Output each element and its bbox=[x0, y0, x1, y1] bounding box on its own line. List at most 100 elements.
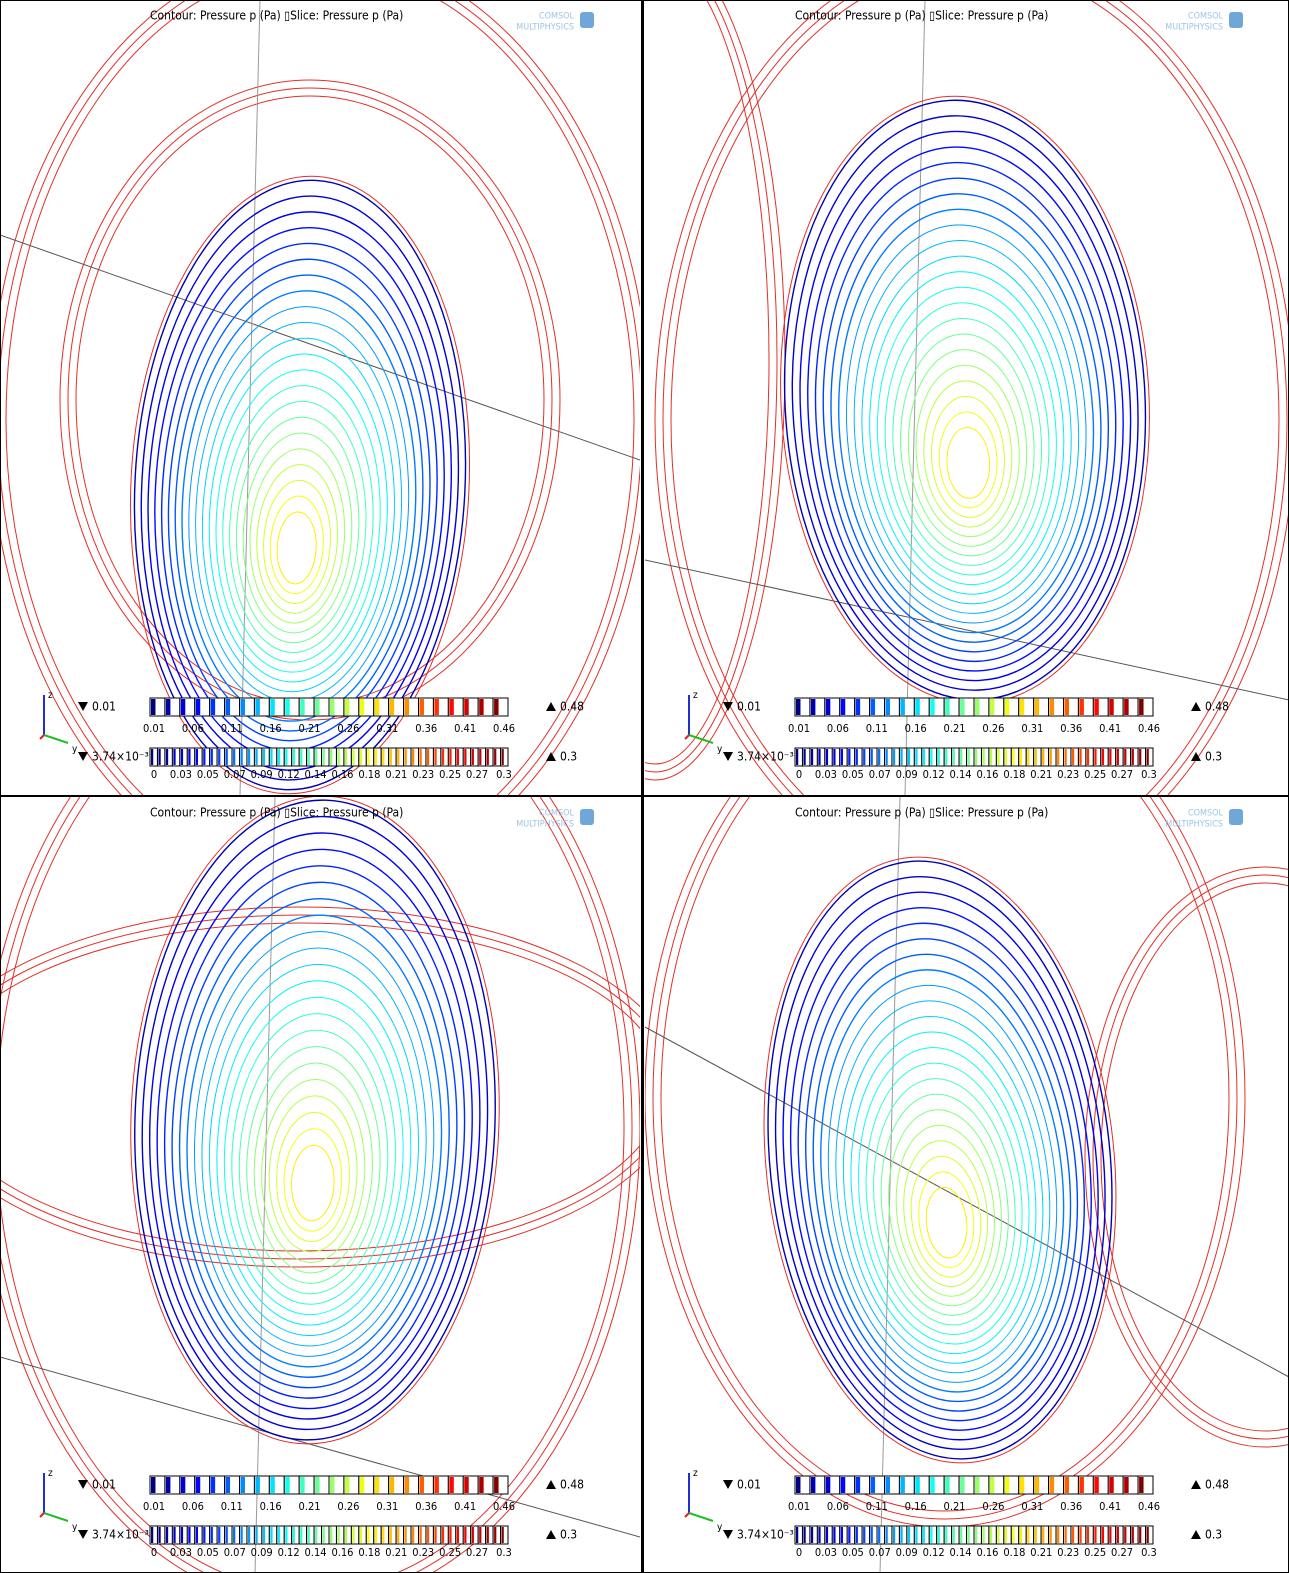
legend-swatch bbox=[375, 1477, 379, 1493]
legend-max: 0.48 bbox=[560, 700, 584, 714]
legend-swatch bbox=[315, 1477, 319, 1493]
legend-swatch bbox=[960, 1477, 964, 1493]
legend-swatch bbox=[255, 749, 257, 765]
triad-label: y bbox=[72, 1522, 78, 1533]
legend-swatch bbox=[796, 1527, 798, 1543]
legend-tick-label: 0.21 bbox=[944, 722, 966, 735]
legend-swatch bbox=[930, 1477, 934, 1493]
legend-swatch bbox=[1050, 749, 1052, 765]
legend-tick-label: 0.16 bbox=[905, 1500, 927, 1513]
legend-swatch bbox=[442, 749, 444, 765]
legend-swatch bbox=[841, 699, 845, 715]
legend-tick-label: 0.07 bbox=[224, 1546, 246, 1559]
legend-swatch bbox=[826, 749, 828, 765]
legend-swatch bbox=[803, 1527, 805, 1543]
legend-swatch bbox=[975, 1527, 977, 1543]
legend-tick-label: 0 bbox=[151, 1546, 157, 1559]
legend-swatch bbox=[990, 1527, 992, 1543]
legend-swatch bbox=[1094, 699, 1098, 715]
legend-swatch bbox=[1139, 1477, 1143, 1493]
legend-swatch bbox=[960, 699, 964, 715]
legend-swatch bbox=[900, 749, 902, 765]
legend-swatch bbox=[487, 749, 489, 765]
legend-tick-label: 0.14 bbox=[305, 1546, 327, 1559]
legend-swatch bbox=[990, 699, 994, 715]
legend-swatch bbox=[330, 1477, 334, 1493]
legend-swatch bbox=[233, 1527, 235, 1543]
legend-swatch bbox=[1020, 749, 1022, 765]
legend-tick-label: 0.27 bbox=[1111, 1546, 1133, 1559]
legend-swatch bbox=[203, 749, 205, 765]
legend-tick-label: 0.18 bbox=[1003, 768, 1025, 781]
legend-swatch bbox=[464, 1477, 468, 1493]
legend-swatch bbox=[502, 1527, 504, 1543]
legend-tick-label: 0.27 bbox=[466, 768, 488, 781]
legend-swatch bbox=[390, 699, 394, 715]
legend-min: 0.01 bbox=[92, 1478, 116, 1492]
legend-swatch bbox=[255, 1527, 257, 1543]
legend-swatch bbox=[826, 1477, 830, 1493]
legend-tick-label: 0.05 bbox=[842, 768, 864, 781]
legend-tick-label: 0.26 bbox=[982, 722, 1004, 735]
legend-tick-label: 0.27 bbox=[1111, 768, 1133, 781]
legend-swatch bbox=[285, 1477, 289, 1493]
legend-swatch bbox=[397, 1527, 399, 1543]
legend-swatch bbox=[1094, 1527, 1096, 1543]
legend-swatch bbox=[1079, 749, 1081, 765]
legend-min: 3.74×10⁻³ bbox=[737, 750, 794, 764]
legend-tick-label: 0.06 bbox=[827, 722, 849, 735]
legend-swatch bbox=[479, 699, 483, 715]
logo: COMSOL bbox=[1188, 12, 1224, 22]
legend-tick-label: 0.12 bbox=[923, 1546, 945, 1559]
legend-swatch bbox=[968, 749, 970, 765]
legend-swatch bbox=[255, 699, 259, 715]
legend-swatch bbox=[449, 1527, 451, 1543]
legend-tick-label: 0.31 bbox=[376, 1500, 398, 1513]
legend-swatch bbox=[390, 1477, 394, 1493]
legend-tick-label: 0.07 bbox=[869, 1546, 891, 1559]
triad-label: z bbox=[693, 1468, 698, 1479]
legend-swatch bbox=[1109, 1477, 1113, 1493]
legend-swatch bbox=[315, 1527, 317, 1543]
legend-swatch bbox=[263, 1527, 265, 1543]
legend-swatch bbox=[1132, 749, 1134, 765]
legend-swatch bbox=[449, 1477, 453, 1493]
legend-swatch bbox=[367, 1527, 369, 1543]
legend-swatch bbox=[166, 1477, 170, 1493]
legend-swatch bbox=[915, 1527, 917, 1543]
legend-tick-label: 0.11 bbox=[866, 722, 888, 735]
legend-swatch bbox=[1065, 699, 1069, 715]
legend-swatch bbox=[1035, 699, 1039, 715]
legend-tick-label: 0.06 bbox=[182, 722, 204, 735]
legend-swatch bbox=[293, 1527, 295, 1543]
legend-tick-label: 0 bbox=[151, 768, 157, 781]
legend-tick-label: 0.3 bbox=[496, 1546, 512, 1559]
legend-swatch bbox=[233, 749, 235, 765]
legend-swatch bbox=[412, 1527, 414, 1543]
legend-tick-label: 0.36 bbox=[415, 722, 437, 735]
legend-tick-label: 0.25 bbox=[1084, 1546, 1106, 1559]
legend-swatch bbox=[188, 749, 190, 765]
legend-swatch bbox=[479, 749, 481, 765]
legend-swatch bbox=[848, 1527, 850, 1543]
legend-swatch bbox=[1139, 749, 1141, 765]
legend-tick-label: 0.36 bbox=[1060, 722, 1082, 735]
legend-swatch bbox=[1005, 1477, 1009, 1493]
legend-swatch bbox=[1020, 1527, 1022, 1543]
legend-swatch bbox=[856, 749, 858, 765]
legend-swatch bbox=[1124, 1477, 1128, 1493]
legend-tick-label: 0.21 bbox=[1030, 1546, 1052, 1559]
legend-swatch bbox=[494, 749, 496, 765]
legend-tick-label: 0.3 bbox=[1141, 1546, 1157, 1559]
legend-tick-label: 0.23 bbox=[412, 768, 434, 781]
legend-swatch bbox=[300, 1477, 304, 1493]
legend-swatch bbox=[211, 1477, 215, 1493]
legend-swatch bbox=[300, 699, 304, 715]
legend-tick-label: 0.09 bbox=[896, 768, 918, 781]
legend-swatch bbox=[982, 749, 984, 765]
legend-tick-label: 0.16 bbox=[905, 722, 927, 735]
legend-swatch bbox=[382, 1527, 384, 1543]
panel-title: Contour: Pressure p (Pa) ▯Slice: Pressur… bbox=[150, 806, 403, 820]
legend-swatch bbox=[1042, 749, 1044, 765]
legend-swatch bbox=[871, 749, 873, 765]
